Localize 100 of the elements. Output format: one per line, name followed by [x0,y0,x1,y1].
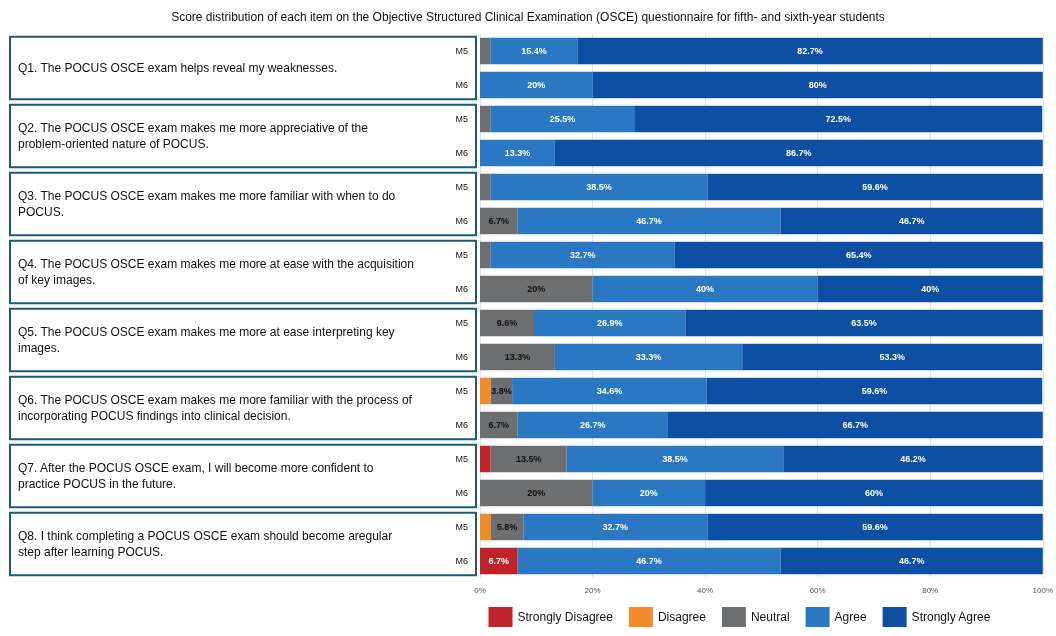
legend-label: Agree [834,610,867,624]
bar [577,37,1043,65]
chart-title: Score distribution of each item on the Objective Structured Clinical Examination (OSCE) questionnaire for fifth- and sixth-year students [171,10,885,24]
text: Q8. I think completing a POCUS OSCE exam should become aregular step after learning POCUS. [18,529,396,559]
bar [707,513,1043,541]
data-label: 53.3% [879,352,905,362]
data-label: 46.7% [898,216,925,226]
bar [480,479,593,507]
bar [517,547,781,575]
x-tick-label: 100% [1032,585,1053,595]
y-tick-label: M5 [455,522,468,532]
bar [783,445,1043,473]
bar [566,445,784,473]
bar [685,309,1043,337]
y-tick-label: M5 [455,46,468,56]
text: Q3. The POCUS OSCE exam makes me more familiar with when to do POCUS. [18,189,399,219]
data-label: 59.6% [862,182,888,192]
text: Q5. The POCUS OSCE exam makes me more at ease interpreting key images. [18,325,398,355]
bar [480,105,491,133]
x-tick-label: 60% [809,585,826,595]
bar [634,105,1043,133]
x-tick-label: 80% [922,585,939,595]
data-label: 25.5% [549,114,576,124]
data-label: 32.7% [569,250,596,260]
data-label: 86.7% [786,148,812,158]
data-label: 13.3% [504,352,531,362]
data-label: 6.7% [488,556,510,566]
legend-label: Neutral [750,610,790,624]
bar [674,241,1043,269]
y-tick-label: M6 [455,556,468,566]
bar [480,207,518,235]
bar [534,309,686,337]
data-label: 9.6% [496,318,518,328]
bar [742,343,1043,371]
data-label: 46.7% [636,216,662,226]
bar [490,37,578,65]
bar [480,547,518,575]
data-label: 38.5% [586,182,612,192]
y-tick-label: M6 [455,284,468,294]
bar [817,275,1043,303]
y-tick-label: M5 [455,182,468,192]
data-label: 20% [639,488,658,498]
data-label: 32.7% [602,522,629,532]
bar [512,377,707,405]
data-label: 46.2% [900,454,926,464]
bar [480,71,593,99]
bar [480,275,593,303]
bar [780,207,1043,235]
x-tick-label: 40% [697,585,714,595]
data-label: 65.4% [845,250,872,260]
legend-label: Strongly Disagree [517,610,614,624]
bar [490,241,675,269]
y-tick-label: M5 [455,250,468,260]
bar [490,105,635,133]
bar [705,479,1043,507]
data-label: 63.5% [851,318,877,328]
bar [480,309,535,337]
bar [667,411,1043,439]
y-tick-label: M5 [455,454,468,464]
data-label: 66.7% [842,420,869,430]
bar [706,377,1043,405]
data-label: 59.6% [861,386,888,396]
data-label: 34.6% [596,386,623,396]
bar [480,139,555,167]
legend-label: Strongly Agree [911,610,991,624]
text: Q1. The POCUS OSCE exam helps reveal my weaknesses. [18,61,338,75]
data-label: 59.6% [862,522,888,532]
data-label: 5.8% [496,522,518,532]
bar [490,173,708,201]
bar [554,343,743,371]
bar [707,173,1043,201]
bar [480,343,555,371]
data-label: 38.5% [662,454,688,464]
data-label: 20% [527,80,546,90]
bar [480,241,491,269]
y-tick-label: M6 [455,420,468,430]
data-label: 60% [864,488,883,498]
bar [480,377,491,405]
data-label: 6.7% [488,216,510,226]
bar [480,513,491,541]
data-label: 15.4% [521,46,547,56]
data-label: 33.3% [635,352,662,362]
bar [554,139,1043,167]
y-tick-label: M5 [455,318,468,328]
bar [480,411,518,439]
bar [523,513,708,541]
text: Q7. After the POCUS OSCE exam, I will become more confident to practice POCUS in the future. [18,461,377,491]
data-label: 6.7% [488,420,510,430]
y-tick-label: M6 [455,488,468,498]
bar [780,547,1043,575]
legend-label: Disagree [657,610,707,624]
bar [592,479,706,507]
bar [490,445,567,473]
bar [592,71,1043,99]
x-tick-label: 0% [474,585,486,595]
bar [592,275,818,303]
data-label: 26.9% [596,318,623,328]
text: Q2. The POCUS OSCE exam makes me more appreciative of the problem-oriented nature of POCUS. [18,121,372,151]
data-label: 40% [696,284,715,294]
bar [480,173,491,201]
